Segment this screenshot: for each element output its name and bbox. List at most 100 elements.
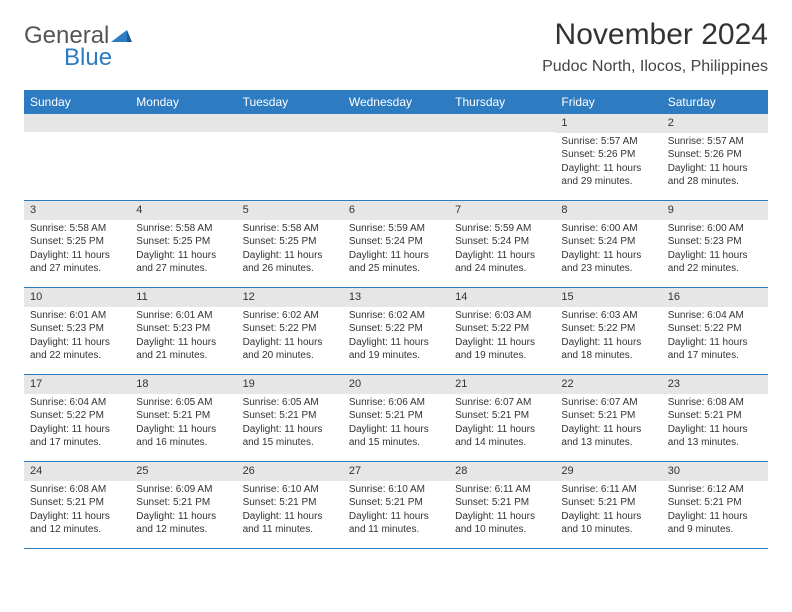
day-cell: 15Sunrise: 6:03 AMSunset: 5:22 PMDayligh…	[555, 288, 661, 374]
day-cell: 11Sunrise: 6:01 AMSunset: 5:23 PMDayligh…	[130, 288, 236, 374]
day-info-line: Sunset: 5:25 PM	[130, 235, 236, 249]
day-cell: 5Sunrise: 5:58 AMSunset: 5:25 PMDaylight…	[237, 201, 343, 287]
day-cell: 25Sunrise: 6:09 AMSunset: 5:21 PMDayligh…	[130, 462, 236, 548]
day-info-line: Daylight: 11 hours	[237, 249, 343, 263]
day-info-line: and 10 minutes.	[449, 523, 555, 537]
day-info-line: Sunset: 5:21 PM	[662, 496, 768, 510]
day-header-fri: Friday	[555, 90, 661, 114]
day-cell: 24Sunrise: 6:08 AMSunset: 5:21 PMDayligh…	[24, 462, 130, 548]
day-number	[449, 114, 555, 132]
day-info-line: Sunrise: 6:06 AM	[343, 396, 449, 410]
day-cell	[449, 114, 555, 200]
day-header-sun: Sunday	[24, 90, 130, 114]
day-info-line: Sunrise: 6:03 AM	[555, 309, 661, 323]
day-number: 23	[662, 375, 768, 394]
day-cell: 21Sunrise: 6:07 AMSunset: 5:21 PMDayligh…	[449, 375, 555, 461]
week-row: 3Sunrise: 5:58 AMSunset: 5:25 PMDaylight…	[24, 201, 768, 288]
day-info-line: Daylight: 11 hours	[24, 423, 130, 437]
day-info-line: Sunset: 5:26 PM	[662, 148, 768, 162]
day-cell: 14Sunrise: 6:03 AMSunset: 5:22 PMDayligh…	[449, 288, 555, 374]
day-info-line: and 25 minutes.	[343, 262, 449, 276]
day-info-line: and 10 minutes.	[555, 523, 661, 537]
day-info-line: and 23 minutes.	[555, 262, 661, 276]
day-info-line: Sunrise: 6:12 AM	[662, 483, 768, 497]
day-info-line: and 18 minutes.	[555, 349, 661, 363]
day-cell: 27Sunrise: 6:10 AMSunset: 5:21 PMDayligh…	[343, 462, 449, 548]
day-info-line: Daylight: 11 hours	[130, 423, 236, 437]
day-info-line: Daylight: 11 hours	[555, 249, 661, 263]
weeks-container: 1Sunrise: 5:57 AMSunset: 5:26 PMDaylight…	[24, 114, 768, 549]
day-cell: 16Sunrise: 6:04 AMSunset: 5:22 PMDayligh…	[662, 288, 768, 374]
day-cell: 4Sunrise: 5:58 AMSunset: 5:25 PMDaylight…	[130, 201, 236, 287]
day-info-line: and 22 minutes.	[24, 349, 130, 363]
day-info-line: Daylight: 11 hours	[662, 249, 768, 263]
day-number: 16	[662, 288, 768, 307]
day-number	[130, 114, 236, 132]
day-cell: 17Sunrise: 6:04 AMSunset: 5:22 PMDayligh…	[24, 375, 130, 461]
day-cell: 13Sunrise: 6:02 AMSunset: 5:22 PMDayligh…	[343, 288, 449, 374]
day-info-line: Sunrise: 6:02 AM	[343, 309, 449, 323]
day-info-line: and 16 minutes.	[130, 436, 236, 450]
day-info-line: Sunset: 5:25 PM	[24, 235, 130, 249]
day-cell	[343, 114, 449, 200]
day-info-line: Sunrise: 6:02 AM	[237, 309, 343, 323]
day-info-line: Sunrise: 6:05 AM	[237, 396, 343, 410]
day-info-line: Sunset: 5:23 PM	[24, 322, 130, 336]
day-cell: 9Sunrise: 6:00 AMSunset: 5:23 PMDaylight…	[662, 201, 768, 287]
day-info-line: and 29 minutes.	[555, 175, 661, 189]
day-info-line: Sunrise: 5:59 AM	[449, 222, 555, 236]
day-info-line: and 11 minutes.	[237, 523, 343, 537]
day-number: 24	[24, 462, 130, 481]
day-info-line: Sunrise: 6:08 AM	[662, 396, 768, 410]
day-cell: 20Sunrise: 6:06 AMSunset: 5:21 PMDayligh…	[343, 375, 449, 461]
day-info-line: and 19 minutes.	[343, 349, 449, 363]
day-info-line: Daylight: 11 hours	[237, 423, 343, 437]
day-info-line: Sunset: 5:22 PM	[662, 322, 768, 336]
day-info-line: Sunset: 5:21 PM	[237, 496, 343, 510]
day-cell: 22Sunrise: 6:07 AMSunset: 5:21 PMDayligh…	[555, 375, 661, 461]
day-info-line: Sunset: 5:22 PM	[555, 322, 661, 336]
day-info-line: Daylight: 11 hours	[130, 249, 236, 263]
day-number: 29	[555, 462, 661, 481]
day-info-line: Sunset: 5:22 PM	[343, 322, 449, 336]
day-info-line: Sunset: 5:21 PM	[555, 496, 661, 510]
day-info-line: Sunrise: 6:04 AM	[24, 396, 130, 410]
day-info-line: and 9 minutes.	[662, 523, 768, 537]
day-cell: 6Sunrise: 5:59 AMSunset: 5:24 PMDaylight…	[343, 201, 449, 287]
day-info-line: Daylight: 11 hours	[555, 336, 661, 350]
day-header-sat: Saturday	[662, 90, 768, 114]
day-cell	[24, 114, 130, 200]
calendar: Sunday Monday Tuesday Wednesday Thursday…	[24, 90, 768, 549]
day-info-line: Daylight: 11 hours	[662, 162, 768, 176]
day-info-line: Daylight: 11 hours	[24, 249, 130, 263]
day-cell: 28Sunrise: 6:11 AMSunset: 5:21 PMDayligh…	[449, 462, 555, 548]
day-info-line: Daylight: 11 hours	[343, 423, 449, 437]
day-number: 26	[237, 462, 343, 481]
day-number: 10	[24, 288, 130, 307]
day-info-line: and 13 minutes.	[555, 436, 661, 450]
day-number: 4	[130, 201, 236, 220]
day-cell: 2Sunrise: 5:57 AMSunset: 5:26 PMDaylight…	[662, 114, 768, 200]
day-info-line: Sunset: 5:21 PM	[449, 409, 555, 423]
day-info-line: Sunrise: 6:01 AM	[130, 309, 236, 323]
day-info-line: and 15 minutes.	[343, 436, 449, 450]
day-info-line: Sunset: 5:22 PM	[449, 322, 555, 336]
day-info-line: Sunset: 5:22 PM	[24, 409, 130, 423]
day-number: 9	[662, 201, 768, 220]
day-info-line: Daylight: 11 hours	[24, 336, 130, 350]
month-title: November 2024	[542, 18, 768, 52]
day-cell: 8Sunrise: 6:00 AMSunset: 5:24 PMDaylight…	[555, 201, 661, 287]
day-number: 7	[449, 201, 555, 220]
day-info-line: Daylight: 11 hours	[449, 510, 555, 524]
day-info-line: Sunset: 5:21 PM	[343, 409, 449, 423]
day-number: 28	[449, 462, 555, 481]
day-info-line: Daylight: 11 hours	[449, 249, 555, 263]
day-number: 2	[662, 114, 768, 133]
day-info-line: Sunset: 5:21 PM	[662, 409, 768, 423]
day-number: 25	[130, 462, 236, 481]
day-info-line: Sunrise: 6:04 AM	[662, 309, 768, 323]
day-info-line: Sunrise: 6:00 AM	[555, 222, 661, 236]
day-info-line: Daylight: 11 hours	[449, 336, 555, 350]
location: Pudoc North, Ilocos, Philippines	[542, 58, 768, 76]
day-cell: 1Sunrise: 5:57 AMSunset: 5:26 PMDaylight…	[555, 114, 661, 200]
